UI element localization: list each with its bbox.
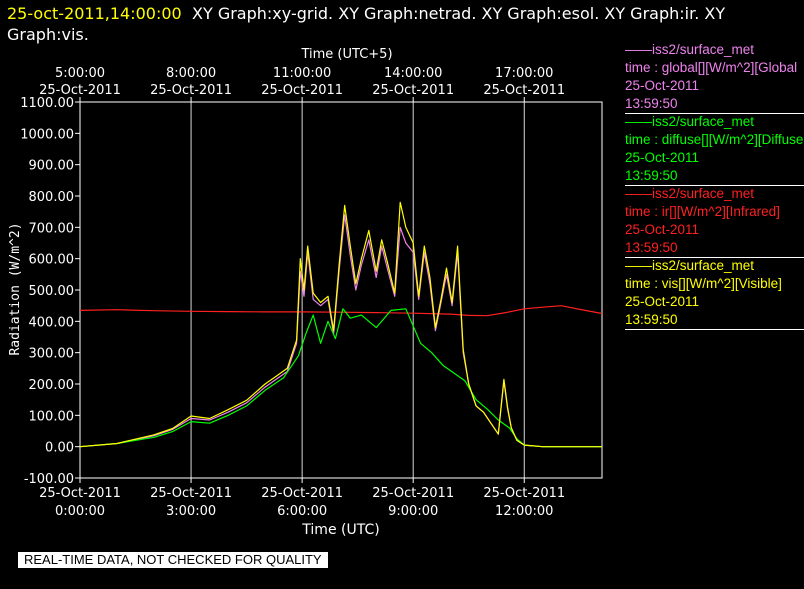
- y-tick-label: 600.00: [29, 253, 75, 268]
- top-tick-label-date: 25-Oct-2011: [483, 83, 565, 98]
- y-tick-label: 800.00: [29, 190, 75, 205]
- x-tick-label-time: 0:00:00: [55, 504, 105, 519]
- y-tick-label: 200.00: [29, 378, 75, 393]
- top-tick-label-time: 5:00:00: [55, 66, 105, 81]
- legend-time: 13:59:50: [625, 312, 678, 327]
- x-tick-label-date: 25-Oct-2011: [483, 486, 565, 501]
- x-tick-label-time: 12:00:00: [495, 504, 553, 519]
- top-tick-label-time: 8:00:00: [166, 66, 216, 81]
- legend-source: ——iss2/surface_met: [625, 186, 755, 201]
- legend-date: 25-Oct-2011: [625, 294, 700, 309]
- legend-time: 13:59:50: [625, 168, 678, 183]
- legend-date: 25-Oct-2011: [625, 150, 700, 165]
- x-tick-label-time: 6:00:00: [277, 504, 327, 519]
- top-tick-label-time: 14:00:00: [384, 66, 442, 81]
- legend-separator: [625, 329, 804, 330]
- legend-time: 13:59:50: [625, 96, 678, 111]
- title-graph-list: XY Graph:xy-grid. XY Graph:netrad. XY Gr…: [192, 4, 725, 23]
- legend-variable: time : global[][W/m^2][Global: [625, 60, 798, 75]
- y-tick-label: 1100.00: [20, 96, 74, 111]
- x-tick-label-time: 9:00:00: [388, 504, 438, 519]
- axis-ticks: 25-Oct-2011 0:00:00 25-Oct-2011 3:00:00 25-O…: [20, 66, 565, 519]
- y-tick-label: 500.00: [29, 284, 75, 299]
- x-tick-label-date: 25-Oct-2011: [150, 486, 232, 501]
- series-line-2: [79, 308, 602, 448]
- legend-variable: time : vis[][W/m^2][Visible]: [625, 276, 782, 291]
- top-tick-label-time: 17:00:00: [495, 66, 553, 81]
- x-tick-label-date: 25-Oct-2011: [39, 486, 121, 501]
- y-tick-label: 400.00: [29, 315, 75, 330]
- y-tick-label: 300.00: [29, 347, 75, 362]
- legend-variable: time : ir[][W/m^2][Infrared]: [625, 204, 780, 219]
- top-tick-label-date: 25-Oct-2011: [261, 83, 343, 98]
- y-tick-label: 1000.00: [20, 127, 74, 142]
- y-tick-label: 900.00: [29, 159, 75, 174]
- legend-variable: time : diffuse[][W/m^2][Diffuse: [625, 132, 804, 147]
- legend-time: 13:59:50: [625, 240, 678, 255]
- legend-source: ——iss2/surface_met: [625, 42, 755, 57]
- top-tick-label-time: 11:00:00: [273, 66, 331, 81]
- legend-source: ——iss2/surface_met: [625, 258, 755, 273]
- legend-separator: [625, 113, 804, 114]
- top-tick-label-date: 25-Oct-2011: [372, 83, 454, 98]
- chart-title: 25-oct-2011,14:00:00 XY Graph:xy-grid. X…: [7, 4, 725, 44]
- top-tick-label-date: 25-Oct-2011: [150, 83, 232, 98]
- bottom-axis-title: Time (UTC): [301, 522, 379, 538]
- title-timestamp: 25-oct-2011,14:00:00: [7, 4, 182, 23]
- y-tick-label: 700.00: [29, 221, 75, 236]
- series-line-0: [79, 305, 603, 317]
- series-line-3: [79, 201, 602, 448]
- legend-separator: [625, 185, 804, 186]
- plot-frame: [79, 101, 603, 479]
- y-tick-label: -100.00: [24, 472, 74, 487]
- legend-source: ——iss2/surface_met: [625, 114, 755, 129]
- x-tick-label-date: 25-Oct-2011: [261, 486, 343, 501]
- quality-note: REAL-TIME DATA, NOT CHECKED FOR QUALITY: [18, 552, 328, 568]
- top-tick-label-date: 25-Oct-2011: [39, 83, 121, 98]
- y-axis-title: Radiation (W/m^2): [8, 222, 23, 355]
- legend-date: 25-Oct-2011: [625, 78, 700, 93]
- y-tick-label: 100.00: [29, 409, 75, 424]
- top-axis-title: Time (UTC+5): [300, 47, 392, 62]
- y-tick-label: 0.00: [45, 441, 74, 456]
- legend-date: 25-Oct-2011: [625, 222, 700, 237]
- grid-lines: [190, 102, 525, 478]
- title-graph-list-cont: Graph:vis.: [7, 25, 89, 44]
- x-tick-label-time: 3:00:00: [166, 504, 216, 519]
- series-lines: [79, 201, 603, 448]
- x-tick-label-date: 25-Oct-2011: [372, 486, 454, 501]
- legend-separator: [625, 257, 804, 258]
